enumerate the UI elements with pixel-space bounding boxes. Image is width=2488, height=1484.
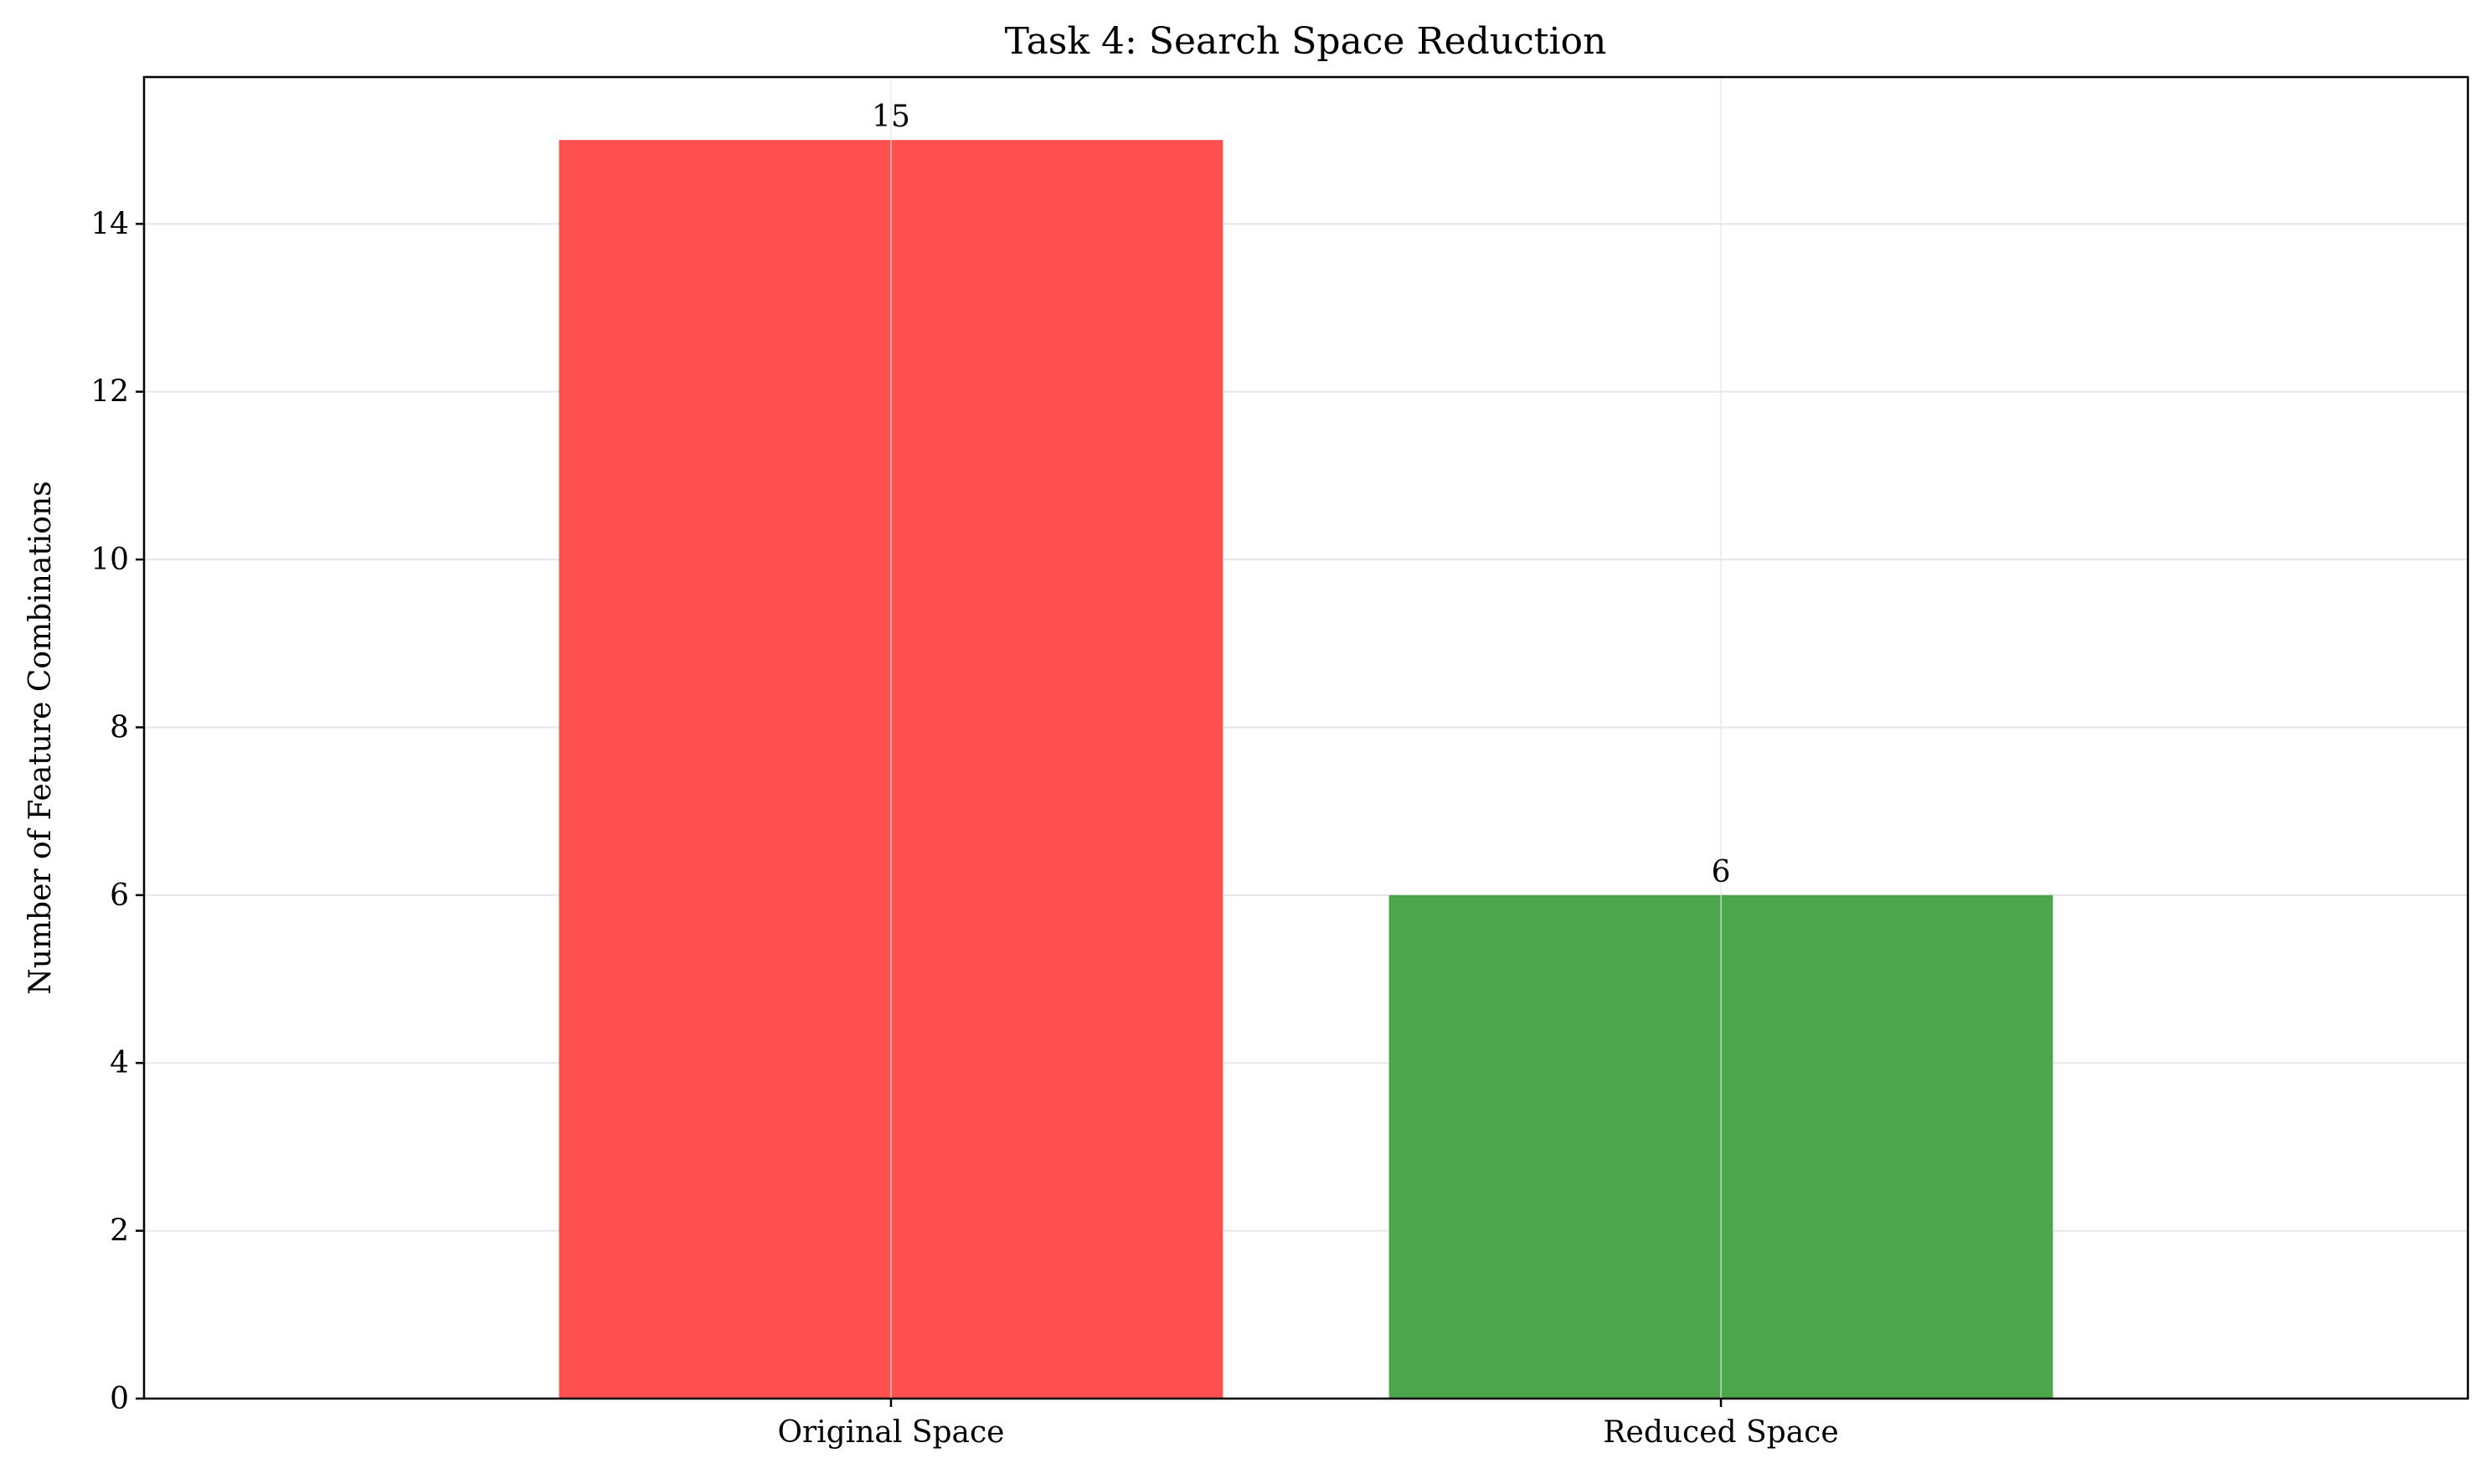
bar-layer [559,140,2053,1399]
bar-value-label: 6 [1712,855,1731,889]
y-axis-label: Number of Feature Combinations [23,481,58,995]
bar-value-label: 15 [872,100,910,134]
y-tick-label: 12 [90,375,129,410]
y-tick-label: 4 [110,1046,129,1080]
y-tick-label: 0 [110,1382,129,1416]
plot-frame [142,75,2470,1400]
data-label-layer: 15 6 [872,100,1730,889]
y-tick-label: 6 [110,879,129,913]
x-tick-label: Reduced Space [1603,1415,1838,1450]
tick-layer: 0 2 4 6 8 10 12 14 Original Space Reduced Space [90,207,1838,1450]
y-tick-label: 8 [110,710,129,745]
vertical-grid-layer [889,77,1723,1399]
x-tick-label: Original Space [777,1415,1004,1450]
y-tick-label: 14 [90,207,129,241]
y-tick-label: 10 [90,543,129,577]
grid-layer [144,223,2468,1399]
y-tick-label: 2 [110,1214,129,1249]
chart-title: Task 4: Search Space Reduction [1005,20,1607,63]
